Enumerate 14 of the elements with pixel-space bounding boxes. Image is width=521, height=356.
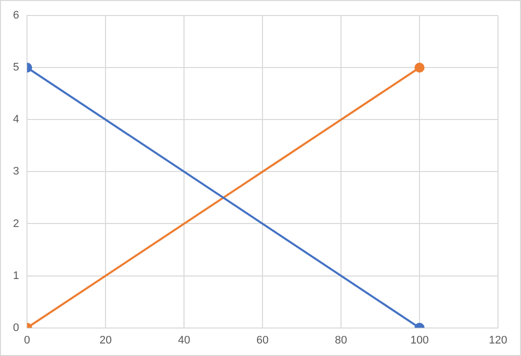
y-tick-label: 0 [12, 322, 20, 334]
x-tick-label: 100 [410, 334, 429, 346]
x-tick-label: 120 [488, 334, 508, 346]
y-tick-label: 3 [12, 166, 20, 178]
y-tick-label: 4 [12, 114, 20, 126]
y-tick-label: 6 [12, 10, 20, 22]
y-tick-label: 5 [12, 62, 20, 74]
x-tick-label: 80 [334, 334, 348, 346]
x-tick-label: 60 [256, 334, 269, 346]
x-tick-label: 40 [178, 334, 190, 346]
x-tick-label: 0 [24, 334, 30, 346]
x-tick-label: 20 [99, 334, 112, 346]
y-tick-label: 2 [12, 218, 20, 230]
y-tick-label: 1 [12, 270, 20, 282]
